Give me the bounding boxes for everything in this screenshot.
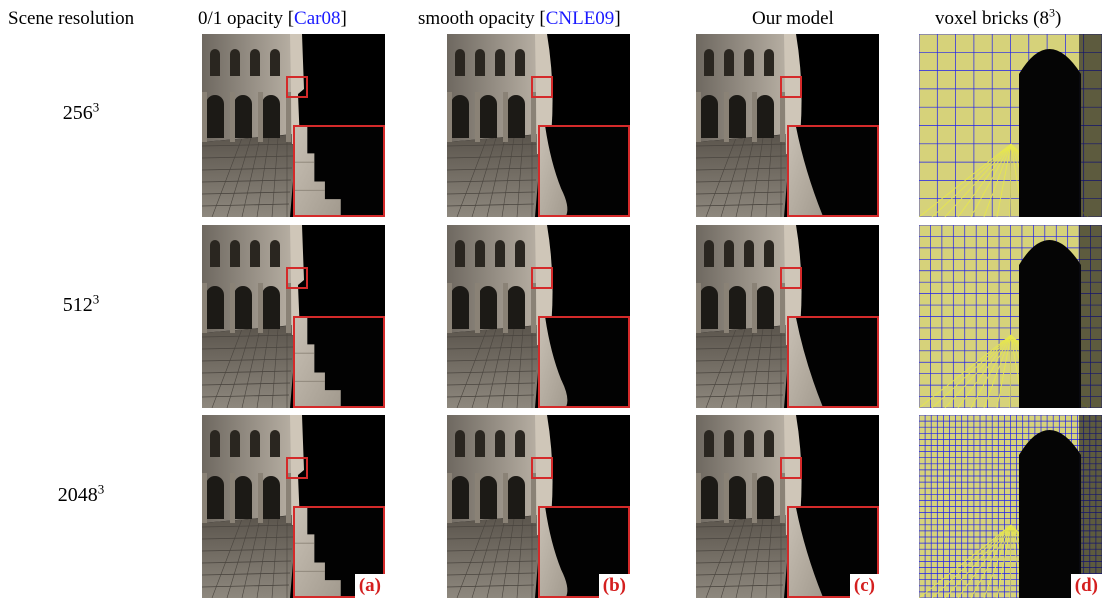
render-b-512: [447, 225, 630, 408]
header-col-d: voxel bricks (83): [935, 5, 1062, 30]
render-b-2048: (b): [447, 415, 630, 598]
zoom-region-box: [531, 457, 553, 479]
column-letter-a: (a): [354, 574, 385, 598]
zoom-inset: [293, 125, 385, 217]
header-col-c: Our model: [752, 8, 834, 29]
header-col-d-suffix: ): [1054, 8, 1062, 29]
render-a-256: [202, 34, 385, 217]
zoom-region-box: [286, 76, 308, 98]
render-c-256: [696, 34, 879, 217]
zoom-inset: [787, 316, 879, 408]
row-label-512-base: 512: [62, 294, 93, 316]
header-col-a-prefix: 0/1 opacity [: [198, 8, 295, 29]
render-b-256: [447, 34, 630, 217]
column-letter-c: (c): [849, 574, 879, 598]
column-letter-d: (d): [1070, 574, 1102, 598]
column-letter-b: (b): [598, 574, 630, 598]
voxel-bricks-256: [919, 34, 1102, 217]
zoom-region-box: [531, 76, 553, 98]
header-col-d-sup: 3: [1048, 5, 1055, 20]
header-col-a: 0/1 opacity [Car08]: [198, 8, 347, 30]
render-c-2048: (c): [696, 415, 879, 598]
citation-cnle09[interactable]: CNLE09: [545, 8, 615, 29]
header-col-a-suffix: ]: [340, 8, 347, 29]
header-col-b-suffix: ]: [614, 8, 621, 29]
zoom-region-box: [780, 267, 802, 289]
header-col-b: smooth opacity [CNLE09]: [418, 8, 621, 30]
row-label-256-base: 256: [62, 102, 93, 124]
zoom-inset: [293, 316, 385, 408]
voxel-bricks-512: [919, 225, 1102, 408]
zoom-inset: [538, 506, 630, 598]
zoom-region-box: [286, 267, 308, 289]
header-col-d-prefix: voxel bricks (8: [935, 8, 1049, 29]
citation-car08[interactable]: Car08: [294, 8, 341, 29]
zoom-inset: [787, 125, 879, 217]
row-label-512-sup: 3: [92, 291, 100, 307]
zoom-region-box: [531, 267, 553, 289]
zoom-inset: [538, 316, 630, 408]
voxel-bricks-2048: (d): [919, 415, 1102, 598]
header-col-b-prefix: smooth opacity [: [418, 8, 546, 29]
render-c-512: [696, 225, 879, 408]
zoom-region-box: [780, 457, 802, 479]
zoom-region-box: [286, 457, 308, 479]
render-a-512: [202, 225, 385, 408]
row-label-2048-sup: 3: [97, 481, 105, 497]
header-scene-resolution: Scene resolution: [8, 8, 135, 29]
row-label-256: 2563: [31, 99, 131, 125]
row-label-2048-base: 2048: [57, 484, 98, 506]
zoom-inset: [538, 125, 630, 217]
zoom-region-box: [780, 76, 802, 98]
render-a-2048: (a): [202, 415, 385, 598]
row-label-2048: 20483: [31, 481, 131, 507]
row-label-512: 5123: [31, 291, 131, 317]
row-label-256-sup: 3: [92, 99, 100, 115]
